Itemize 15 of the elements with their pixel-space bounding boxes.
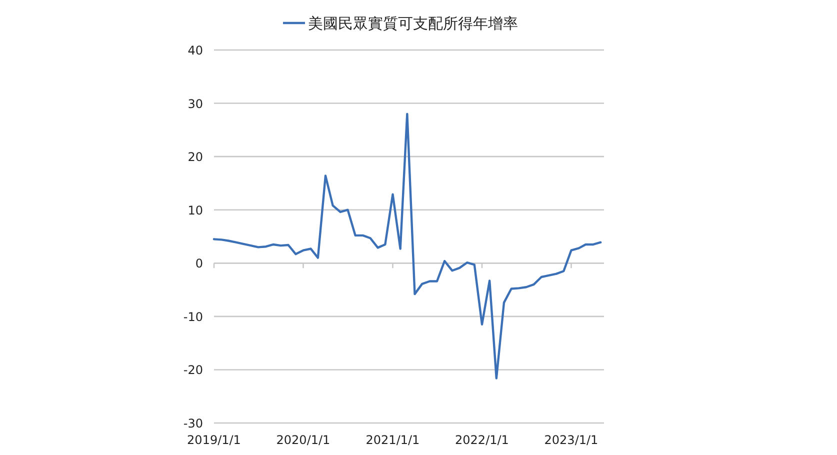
y-tick-label: 10 <box>188 203 203 218</box>
line-series <box>212 112 602 380</box>
y-tick-label: -30 <box>183 416 203 430</box>
y-tick-label: 0 <box>195 256 203 271</box>
x-tick-label: 2019/1/1 <box>187 433 241 447</box>
x-tick-label: 2023/1/1 <box>544 433 598 447</box>
x-tick-label: 2020/1/1 <box>276 433 330 447</box>
y-tick-label: -10 <box>183 310 203 324</box>
legend-label: 美國民眾實質可支配所得年增率 <box>308 14 518 32</box>
x-tick-label: 2021/1/1 <box>366 433 420 447</box>
y-tick-label: 20 <box>188 150 203 164</box>
x-tick-label: 2022/1/1 <box>455 433 509 447</box>
y-tick-label: -20 <box>183 363 203 378</box>
y-tick-label: 30 <box>188 96 203 111</box>
y-tick-label: 40 <box>188 44 203 58</box>
